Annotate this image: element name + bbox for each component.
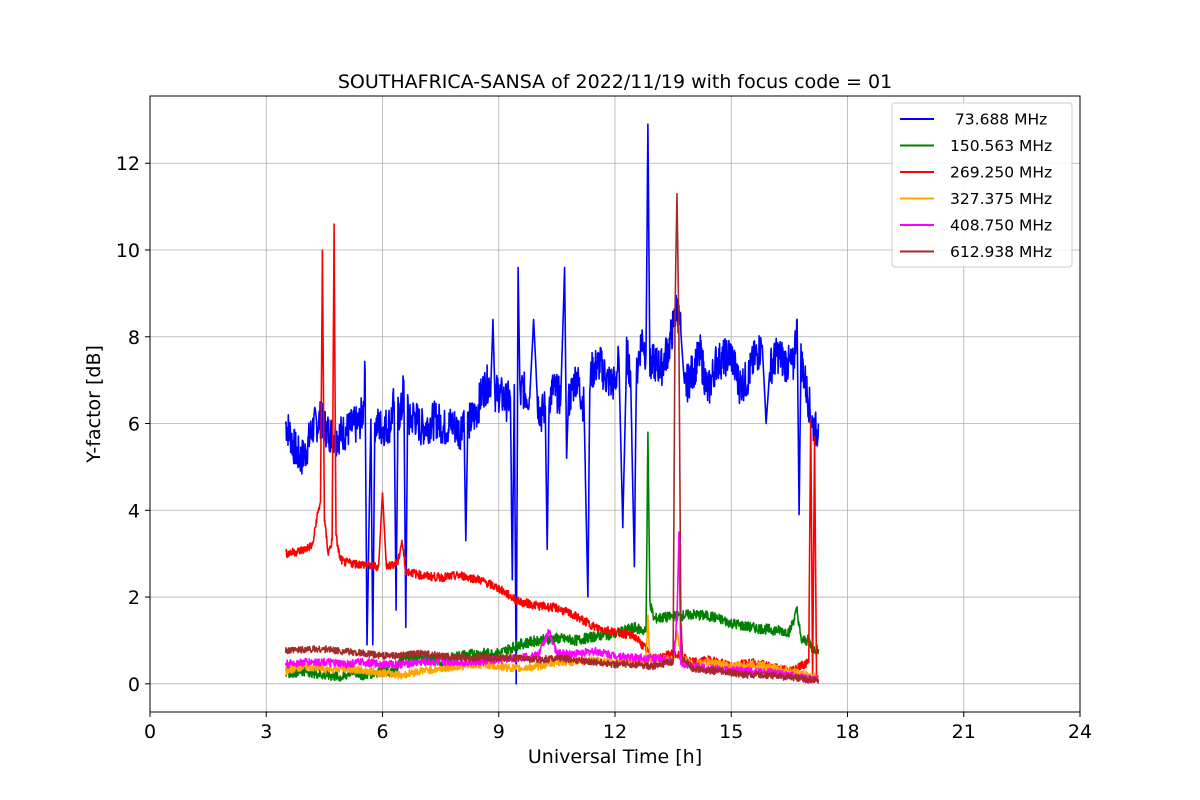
y-tick-label: 12 <box>116 153 140 175</box>
x-tick-label: 9 <box>493 721 505 743</box>
legend-label: 327.375 MHz <box>950 190 1052 208</box>
series-line <box>284 123 820 685</box>
legend-box <box>891 102 1073 268</box>
series-line <box>284 192 820 684</box>
x-axis-ticks: 0 3 6 9 12 15 18 21 24 <box>144 712 1092 743</box>
x-axis-label: Universal Time [h] <box>528 746 702 768</box>
x-tick-label: 3 <box>260 721 272 743</box>
x-tick-label: 12 <box>603 721 627 743</box>
y-tick-label: 0 <box>128 674 140 696</box>
y-tick-label: 10 <box>116 240 140 262</box>
legend-label: 408.750 MHz <box>950 217 1052 235</box>
x-tick-label: 15 <box>719 721 743 743</box>
legend: 73.688 MHz 150.563 MHz 269.250 MHz 327.375 … <box>891 102 1073 268</box>
y-axis-label: Y-factor [dB] <box>83 345 105 464</box>
legend-label: 73.688 MHz <box>950 111 1047 129</box>
chart-title: SOUTHAFRICA-SANSA of 2022/11/19 with foc… <box>338 71 892 93</box>
legend-label: 612.938 MHz <box>950 243 1052 261</box>
y-tick-label: 8 <box>128 327 140 349</box>
y-tick-label: 2 <box>128 587 140 609</box>
legend-entries: 73.688 MHz 150.563 MHz 269.250 MHz 327.375 … <box>900 111 1052 261</box>
legend-label: 150.563 MHz <box>950 137 1052 155</box>
series-layer <box>284 123 820 685</box>
series-line <box>285 223 818 681</box>
y-tick-label: 4 <box>128 500 140 522</box>
y-tick-label: 6 <box>128 414 140 436</box>
x-tick-label: 0 <box>144 721 156 743</box>
x-tick-label: 18 <box>835 721 859 743</box>
legend-label: 269.250 MHz <box>950 164 1052 182</box>
y-axis-ticks: 0 2 4 6 8 10 12 <box>116 153 150 696</box>
x-tick-label: 21 <box>952 721 976 743</box>
x-tick-label: 6 <box>376 721 388 743</box>
x-tick-label: 24 <box>1068 721 1092 743</box>
